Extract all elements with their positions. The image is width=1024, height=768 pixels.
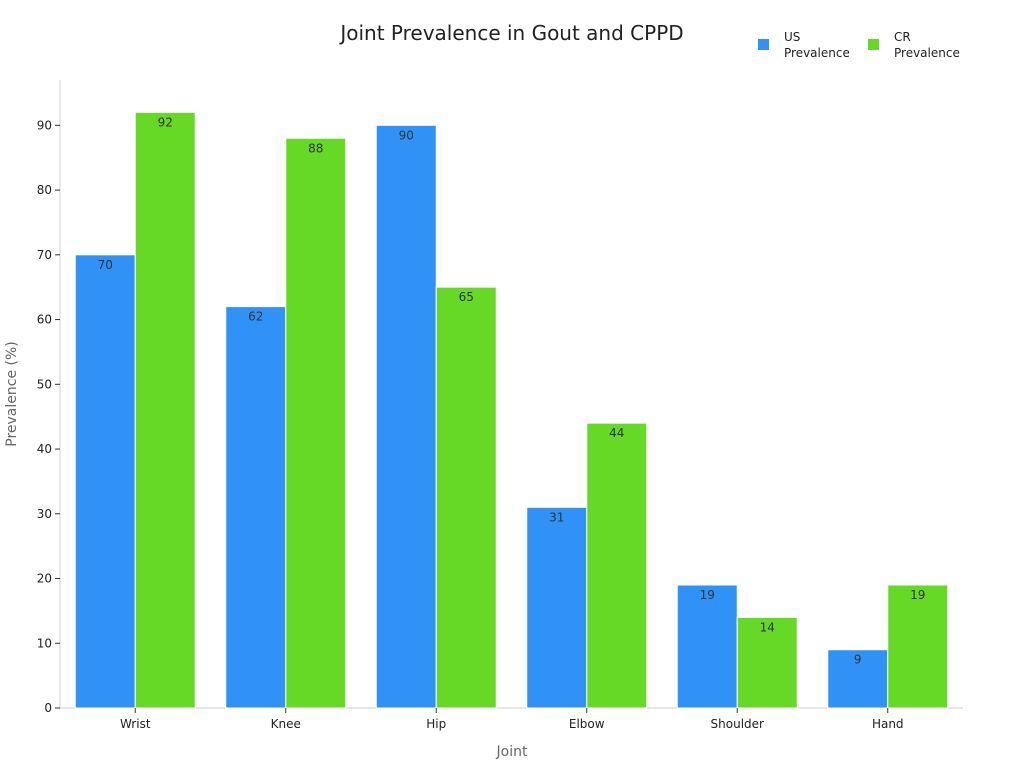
data-label-cr-elbow: 44 (609, 426, 624, 440)
legend-swatch-cr (868, 39, 879, 50)
y-tick-label: 20 (37, 572, 52, 586)
legend-swatch-us (758, 39, 769, 50)
x-tick-label-elbow: Elbow (569, 717, 605, 731)
y-tick-label: 30 (37, 507, 52, 521)
x-tick-label-wrist: Wrist (120, 717, 151, 731)
x-axis-title: Joint (496, 744, 528, 760)
bar-us-elbow (526, 506, 588, 709)
data-label-us-hip: 90 (399, 128, 414, 142)
data-label-us-elbow: 31 (549, 510, 564, 524)
chart-title: Joint Prevalence in Gout and CPPD (338, 21, 683, 45)
bar-cr-shoulder (736, 616, 798, 709)
y-axis-title: Prevalence (%) (4, 341, 20, 447)
y-tick-label: 50 (37, 377, 52, 391)
data-label-us-shoulder: 19 (700, 588, 715, 602)
legend-label-us-line1: US (784, 30, 800, 44)
bar-us-shoulder (676, 584, 738, 709)
bar-us-hand (827, 649, 889, 709)
x-tick-label-hand: Hand (872, 717, 904, 731)
bar-us-hip (375, 124, 437, 709)
x-tick-label-hip: Hip (426, 717, 446, 731)
bar-cr-knee (285, 137, 347, 709)
y-tick-label: 40 (37, 442, 52, 456)
y-tick-label: 0 (44, 701, 52, 715)
data-label-cr-shoulder: 14 (760, 620, 775, 634)
data-label-us-knee: 62 (248, 310, 263, 324)
bars: 70 92 62 88 90 65 31 44 19 14 9 19 (74, 111, 949, 709)
bar-us-wrist (74, 254, 136, 709)
legend-label-us: US Prevalence (784, 30, 850, 60)
legend-label-cr-line2: Prevalence (894, 46, 960, 60)
x-ticks: Wrist Knee Hip Elbow Shoulder Hand (120, 708, 904, 731)
x-tick-label-knee: Knee (271, 717, 301, 731)
data-label-cr-hand: 19 (910, 588, 925, 602)
bar-cr-hand (887, 584, 949, 709)
y-tick-label: 90 (37, 118, 52, 132)
bar-cr-wrist (134, 111, 196, 709)
data-label-cr-knee: 88 (308, 141, 323, 155)
data-label-us-hand: 9 (854, 653, 862, 667)
bar-us-knee (225, 306, 287, 709)
y-tick-label: 10 (37, 636, 52, 650)
x-tick-label-shoulder: Shoulder (711, 717, 765, 731)
y-tick-label: 70 (37, 248, 52, 262)
legend: US Prevalence CR Prevalence (758, 30, 960, 60)
legend-label-us-line2: Prevalence (784, 46, 850, 60)
legend-label-cr: CR Prevalence (894, 30, 960, 60)
y-tick-label: 80 (37, 183, 52, 197)
bar-cr-elbow (586, 422, 648, 709)
data-label-us-wrist: 70 (98, 258, 113, 272)
y-tick-label: 60 (37, 313, 52, 327)
legend-label-cr-line1: CR (894, 30, 911, 44)
data-label-cr-wrist: 92 (158, 115, 173, 129)
y-ticks: 0 10 20 30 40 50 60 70 80 90 (37, 118, 60, 715)
data-label-cr-hip: 65 (459, 290, 474, 304)
bar-cr-hip (435, 286, 497, 709)
